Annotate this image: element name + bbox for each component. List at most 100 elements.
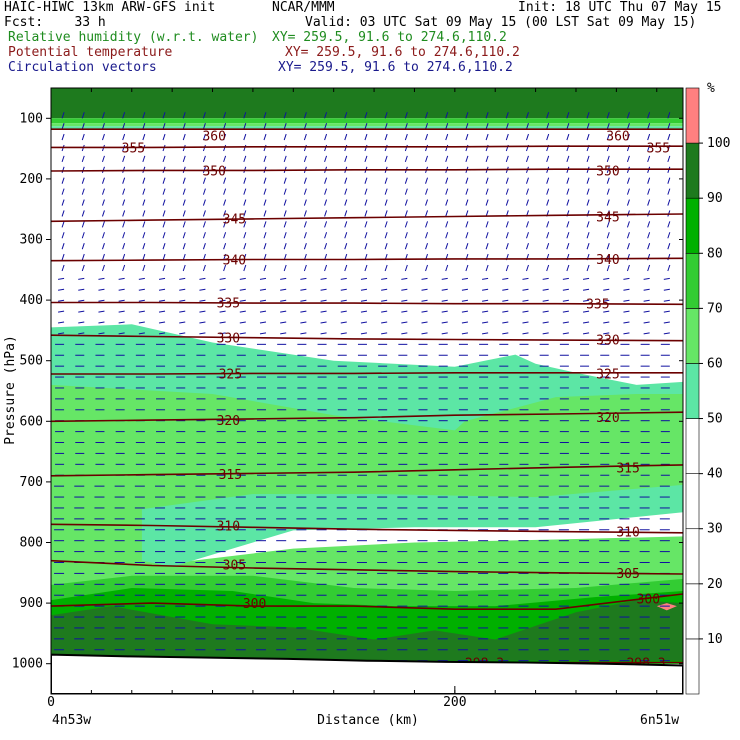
theta-label-335: 335 [217, 297, 240, 312]
vector-arrow [667, 123, 671, 130]
vector-arrow [259, 321, 267, 324]
vector-arrow [179, 321, 186, 324]
vector-arrow [122, 221, 126, 228]
vector-arrow [57, 299, 65, 302]
vector-arrow [643, 288, 650, 291]
vector-arrow [384, 144, 388, 152]
vector-arrow [61, 232, 65, 239]
theta-label-350: 350 [202, 164, 225, 179]
vector-arrow [526, 133, 529, 141]
plot-area: 360 360 355 355 350 350 345 345 340 340 335 335 330 3… [51, 88, 683, 694]
vector-arrow [647, 243, 651, 250]
vector-arrow [364, 221, 368, 228]
vector-arrow [626, 123, 630, 130]
vector-arrow [138, 288, 145, 291]
vector-arrow [562, 310, 569, 313]
vector-arrow [360, 332, 368, 335]
vector-arrow [647, 188, 651, 195]
vector-arrow [566, 155, 570, 163]
vector-arrow [647, 112, 651, 119]
colorbar-segment [685, 142, 700, 199]
plot-frame [50, 87, 684, 695]
vector-arrow [384, 232, 388, 239]
vector-arrow [300, 321, 307, 324]
vector-arrow [118, 277, 125, 280]
vector-arrow [101, 155, 105, 163]
vector-arrow [465, 133, 469, 141]
vector-arrow [199, 288, 206, 291]
vector-arrow [122, 112, 126, 119]
vector-arrow [586, 112, 590, 119]
vector-arrow [582, 310, 590, 313]
vector-arrow [465, 210, 469, 217]
vector-arrow [158, 299, 166, 302]
vector-arrow [179, 277, 186, 280]
vector-arrow [142, 112, 146, 119]
vector-arrow [179, 310, 186, 313]
vector-arrow [122, 253, 126, 261]
vector-arrow [461, 299, 468, 302]
theta-label-315: 315 [219, 468, 242, 483]
vector-arrow [142, 155, 146, 163]
vector-arrow [606, 188, 610, 195]
vector-arrow [384, 133, 388, 141]
vector-arrow [381, 310, 388, 313]
field-xy-rh: XY= 259.5, 91.6 to 274.6,110.2 [272, 30, 507, 45]
valid-time: Valid: 03 UTC Sat 09 May 15 (00 LST Sat … [305, 15, 697, 30]
vector-arrow [202, 210, 206, 217]
vector-arrow [404, 210, 408, 217]
theta-label-340: 340 [596, 253, 619, 268]
vector-arrow [667, 221, 671, 228]
vector-arrow [300, 288, 307, 291]
vector-arrow [223, 144, 227, 152]
vector-arrow [441, 310, 448, 313]
vector-arrow [603, 288, 610, 291]
vector-arrow [626, 112, 630, 119]
vector-arrow [566, 123, 570, 130]
vector-arrow [502, 310, 509, 313]
vector-arrow [344, 123, 348, 130]
vector-arrow [505, 243, 509, 250]
rh-region-10 [51, 600, 683, 661]
vector-arrow [239, 332, 246, 335]
vector-arrow [263, 123, 267, 130]
vector-arrow [61, 221, 65, 228]
theta-label-320: 320 [217, 414, 240, 429]
vector-arrow [57, 288, 65, 291]
vector-arrow [243, 112, 247, 119]
vector-arrow [324, 232, 328, 239]
vector-arrow [562, 299, 569, 302]
vector-arrow [182, 199, 186, 206]
vector-arrow [384, 243, 388, 250]
colorbar-segment [685, 418, 700, 474]
vector-arrow [162, 123, 166, 130]
vector-arrow [546, 264, 550, 272]
vector-arrow [98, 288, 105, 291]
vector-arrow [505, 264, 509, 272]
vector-arrow [482, 277, 489, 280]
vector-arrow [465, 199, 469, 206]
rh-region-0 [51, 88, 683, 119]
vector-arrow [101, 232, 105, 239]
vector-arrow [526, 264, 529, 272]
vector-arrow [78, 321, 85, 324]
vector-arrow [340, 332, 347, 335]
vector-arrow [425, 264, 429, 272]
vector-arrow [239, 288, 246, 291]
vector-arrow [340, 277, 347, 280]
vector-arrow [81, 188, 85, 195]
vector-arrow [421, 277, 428, 280]
vector-arrow [566, 221, 570, 228]
vector-arrow [401, 310, 408, 313]
vector-arrow [566, 177, 570, 184]
field-xy-theta: XY= 259.5, 91.6 to 274.6,110.2 [285, 45, 520, 60]
vector-arrow [384, 155, 388, 163]
vector-arrow [364, 264, 368, 272]
vector-arrow [667, 177, 671, 184]
vector-arrow [562, 288, 569, 291]
vector-arrow [465, 188, 469, 195]
colorbar-tick-label: 50 [707, 412, 723, 427]
vector-arrow [202, 144, 206, 152]
vector-arrow [122, 232, 126, 239]
vector-arrow [421, 299, 428, 302]
